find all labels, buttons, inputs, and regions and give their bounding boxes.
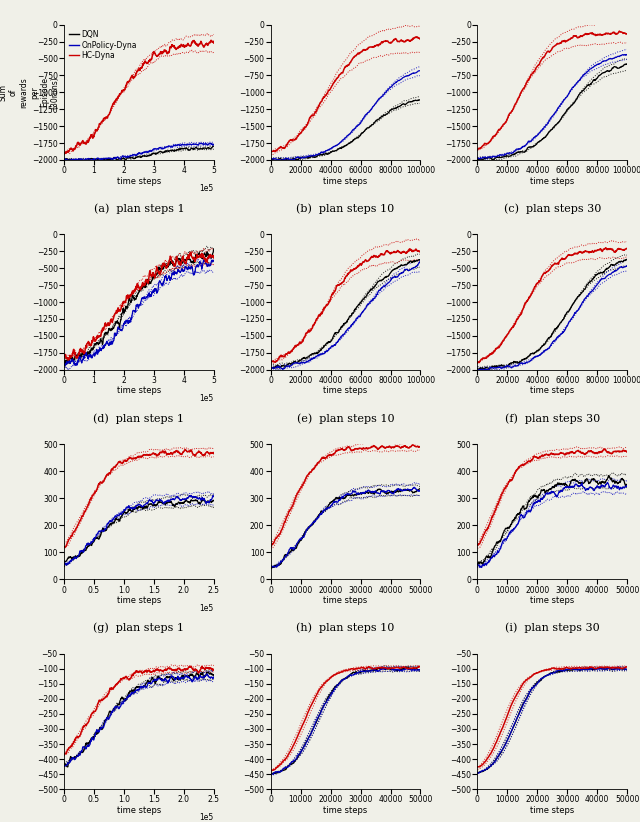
X-axis label: time steps: time steps — [323, 806, 368, 815]
Text: 1e5: 1e5 — [200, 184, 214, 193]
X-axis label: time steps: time steps — [116, 177, 161, 186]
X-axis label: time steps: time steps — [530, 806, 575, 815]
X-axis label: time steps: time steps — [323, 177, 368, 186]
Text: (d)  plan steps 1: (d) plan steps 1 — [93, 413, 184, 423]
Legend: DQN, OnPolicy-Dyna, HC-Dyna: DQN, OnPolicy-Dyna, HC-Dyna — [68, 29, 139, 62]
Text: (b)  plan steps 10: (b) plan steps 10 — [296, 203, 395, 214]
Y-axis label: Sum
of
rewards
per
Episode
(30runs): Sum of rewards per Episode (30runs) — [0, 76, 60, 109]
Text: 1e5: 1e5 — [200, 603, 214, 612]
Text: (c)  plan steps 30: (c) plan steps 30 — [504, 203, 601, 214]
X-axis label: time steps: time steps — [116, 386, 161, 395]
Text: (h)  plan steps 10: (h) plan steps 10 — [296, 623, 395, 633]
X-axis label: time steps: time steps — [323, 596, 368, 605]
X-axis label: time steps: time steps — [116, 596, 161, 605]
Text: (f)  plan steps 30: (f) plan steps 30 — [505, 413, 600, 423]
Text: (i)  plan steps 30: (i) plan steps 30 — [505, 623, 600, 633]
Text: (e)  plan steps 10: (e) plan steps 10 — [297, 413, 394, 423]
X-axis label: time steps: time steps — [530, 177, 575, 186]
Text: (a)  plan steps 1: (a) plan steps 1 — [93, 203, 184, 214]
Text: 1e5: 1e5 — [200, 814, 214, 822]
Text: 1e5: 1e5 — [200, 394, 214, 403]
X-axis label: time steps: time steps — [530, 596, 575, 605]
X-axis label: time steps: time steps — [116, 806, 161, 815]
Text: (g)  plan steps 1: (g) plan steps 1 — [93, 623, 184, 633]
X-axis label: time steps: time steps — [323, 386, 368, 395]
X-axis label: time steps: time steps — [530, 386, 575, 395]
